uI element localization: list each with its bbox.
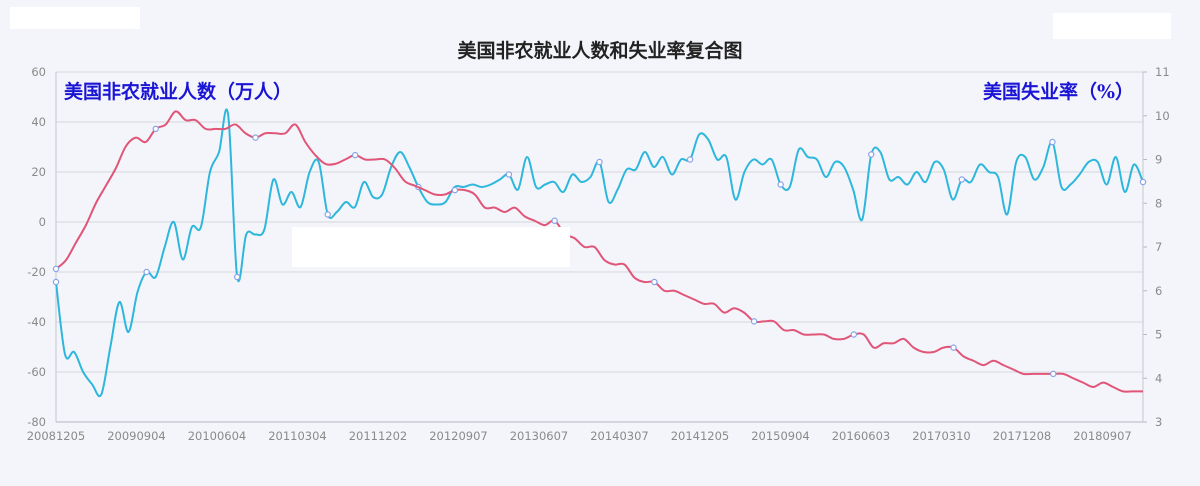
x-tick-label: 20111202	[349, 429, 408, 443]
unemployment-line	[55, 110, 1143, 393]
x-tick-label: 20081205	[27, 429, 86, 443]
right-tick-label: 3	[1155, 415, 1162, 429]
right-tick-label: 5	[1155, 328, 1162, 342]
blank-patch-center	[292, 227, 570, 267]
x-tick-label: 20120907	[429, 429, 488, 443]
left-tick-label: 20	[31, 165, 46, 179]
payrolls-point	[596, 158, 603, 166]
left-tick-label: 0	[39, 215, 46, 229]
left-tick-label: 60	[31, 65, 46, 79]
right-axis-title: 美国失业率（%）	[982, 81, 1134, 103]
left-tick-label: -80	[27, 415, 46, 429]
unemployment-point	[252, 134, 259, 141]
left-tick-label: -40	[27, 315, 46, 329]
left-tick-label: 40	[31, 115, 46, 129]
payrolls-point	[1139, 178, 1147, 186]
x-tick-label: 20160603	[832, 429, 891, 443]
unemployment-point	[351, 151, 359, 159]
payrolls-point	[505, 171, 513, 178]
payrolls-point	[958, 176, 966, 183]
x-tick-label: 20100604	[188, 429, 247, 443]
payrolls-point	[143, 268, 150, 276]
right-tick-label: 8	[1155, 196, 1162, 210]
unemployment-point	[651, 278, 658, 286]
payrolls-point	[324, 211, 331, 218]
right-tick-label: 4	[1155, 371, 1162, 385]
x-tick-label: 20140307	[590, 429, 649, 443]
payrolls-point	[868, 151, 875, 158]
unemployment-point	[451, 186, 459, 194]
payrolls-point	[52, 278, 60, 286]
left-tick-label: -60	[27, 365, 46, 379]
chart-title: 美国非农就业人数和失业率复合图	[457, 40, 743, 62]
x-tick-label: 20171208	[993, 429, 1052, 443]
payrolls-point	[233, 273, 241, 281]
unemployment-point	[52, 265, 60, 273]
payrolls-point	[1049, 138, 1056, 146]
x-tick-label: 20141205	[671, 429, 730, 443]
unemployment-point	[152, 125, 159, 133]
unemployment-point	[551, 217, 558, 224]
right-tick-label: 10	[1155, 109, 1170, 123]
x-tick-label: 20180907	[1073, 429, 1132, 443]
right-tick-label: 9	[1155, 153, 1162, 167]
payrolls-point	[686, 156, 694, 163]
x-tick-label: 20170310	[912, 429, 971, 443]
payrolls-point	[777, 181, 784, 188]
x-tick-label: 20130607	[510, 429, 569, 443]
left-tick-label: -20	[27, 265, 46, 279]
unemployment-point	[1050, 370, 1057, 378]
unemployment-point	[850, 331, 857, 338]
x-tick-label: 20110304	[268, 429, 327, 443]
x-tick-label: 20150904	[751, 429, 810, 443]
blank-patch-top-left	[10, 7, 140, 29]
blank-patch-top-right	[1053, 13, 1171, 39]
x-tick-label: 20090904	[107, 429, 166, 443]
right-tick-label: 11	[1155, 65, 1170, 79]
right-tick-label: 7	[1155, 240, 1162, 254]
unemployment-point	[750, 318, 758, 325]
left-axis-title: 美国非农就业人数（万人）	[64, 81, 293, 103]
right-tick-label: 6	[1155, 284, 1162, 298]
unemployment-point	[950, 344, 957, 351]
